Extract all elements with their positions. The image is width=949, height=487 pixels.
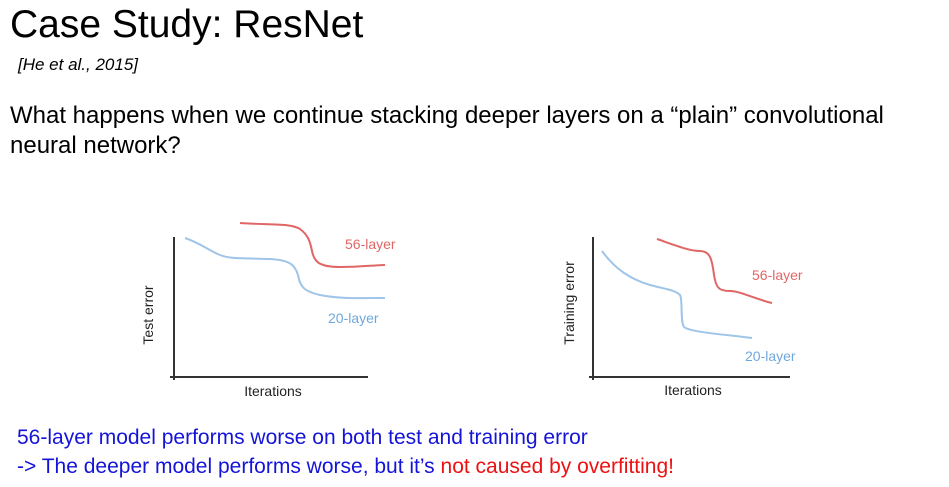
- y-axis-label: Training error: [561, 261, 577, 345]
- curve-20-layer: [184, 237, 386, 300]
- curve-56-layer: [656, 238, 773, 304]
- training-error-chart: 56-layer 20-layer Iterations Training er…: [560, 225, 820, 415]
- series-label-20-layer: 20-layer: [328, 310, 379, 326]
- question-text: What happens when we continue stacking d…: [10, 102, 884, 159]
- x-axis-label: Iterations: [664, 382, 722, 398]
- test-error-chart: 56-layer 20-layer Iterations Test error: [140, 215, 400, 405]
- conclusion-line-2-prefix: -> The deeper model performs worse, but …: [17, 455, 441, 478]
- citation: [He et al., 2015]: [18, 55, 139, 74]
- x-axis-label: Iterations: [244, 383, 302, 399]
- y-axis-label: Test error: [140, 285, 156, 344]
- conclusion-line-1: 56-layer model performs worse on both te…: [17, 426, 588, 449]
- curve-20-layer: [601, 250, 753, 339]
- series-label-56-layer: 56-layer: [752, 267, 803, 283]
- series-label-56-layer: 56-layer: [345, 236, 396, 252]
- conclusion-line-2: -> The deeper model performs worse, but …: [17, 453, 674, 481]
- series-label-20-layer: 20-layer: [745, 348, 796, 364]
- curve-56-layer: [239, 222, 386, 269]
- slide-title: Case Study: ResNet: [10, 3, 364, 46]
- conclusion-highlight: not caused by overfitting!: [440, 455, 674, 478]
- training-error-chart-svg: 56-layer 20-layer Iterations Training er…: [561, 237, 803, 398]
- test-error-chart-svg: 56-layer 20-layer Iterations Test error: [140, 222, 396, 399]
